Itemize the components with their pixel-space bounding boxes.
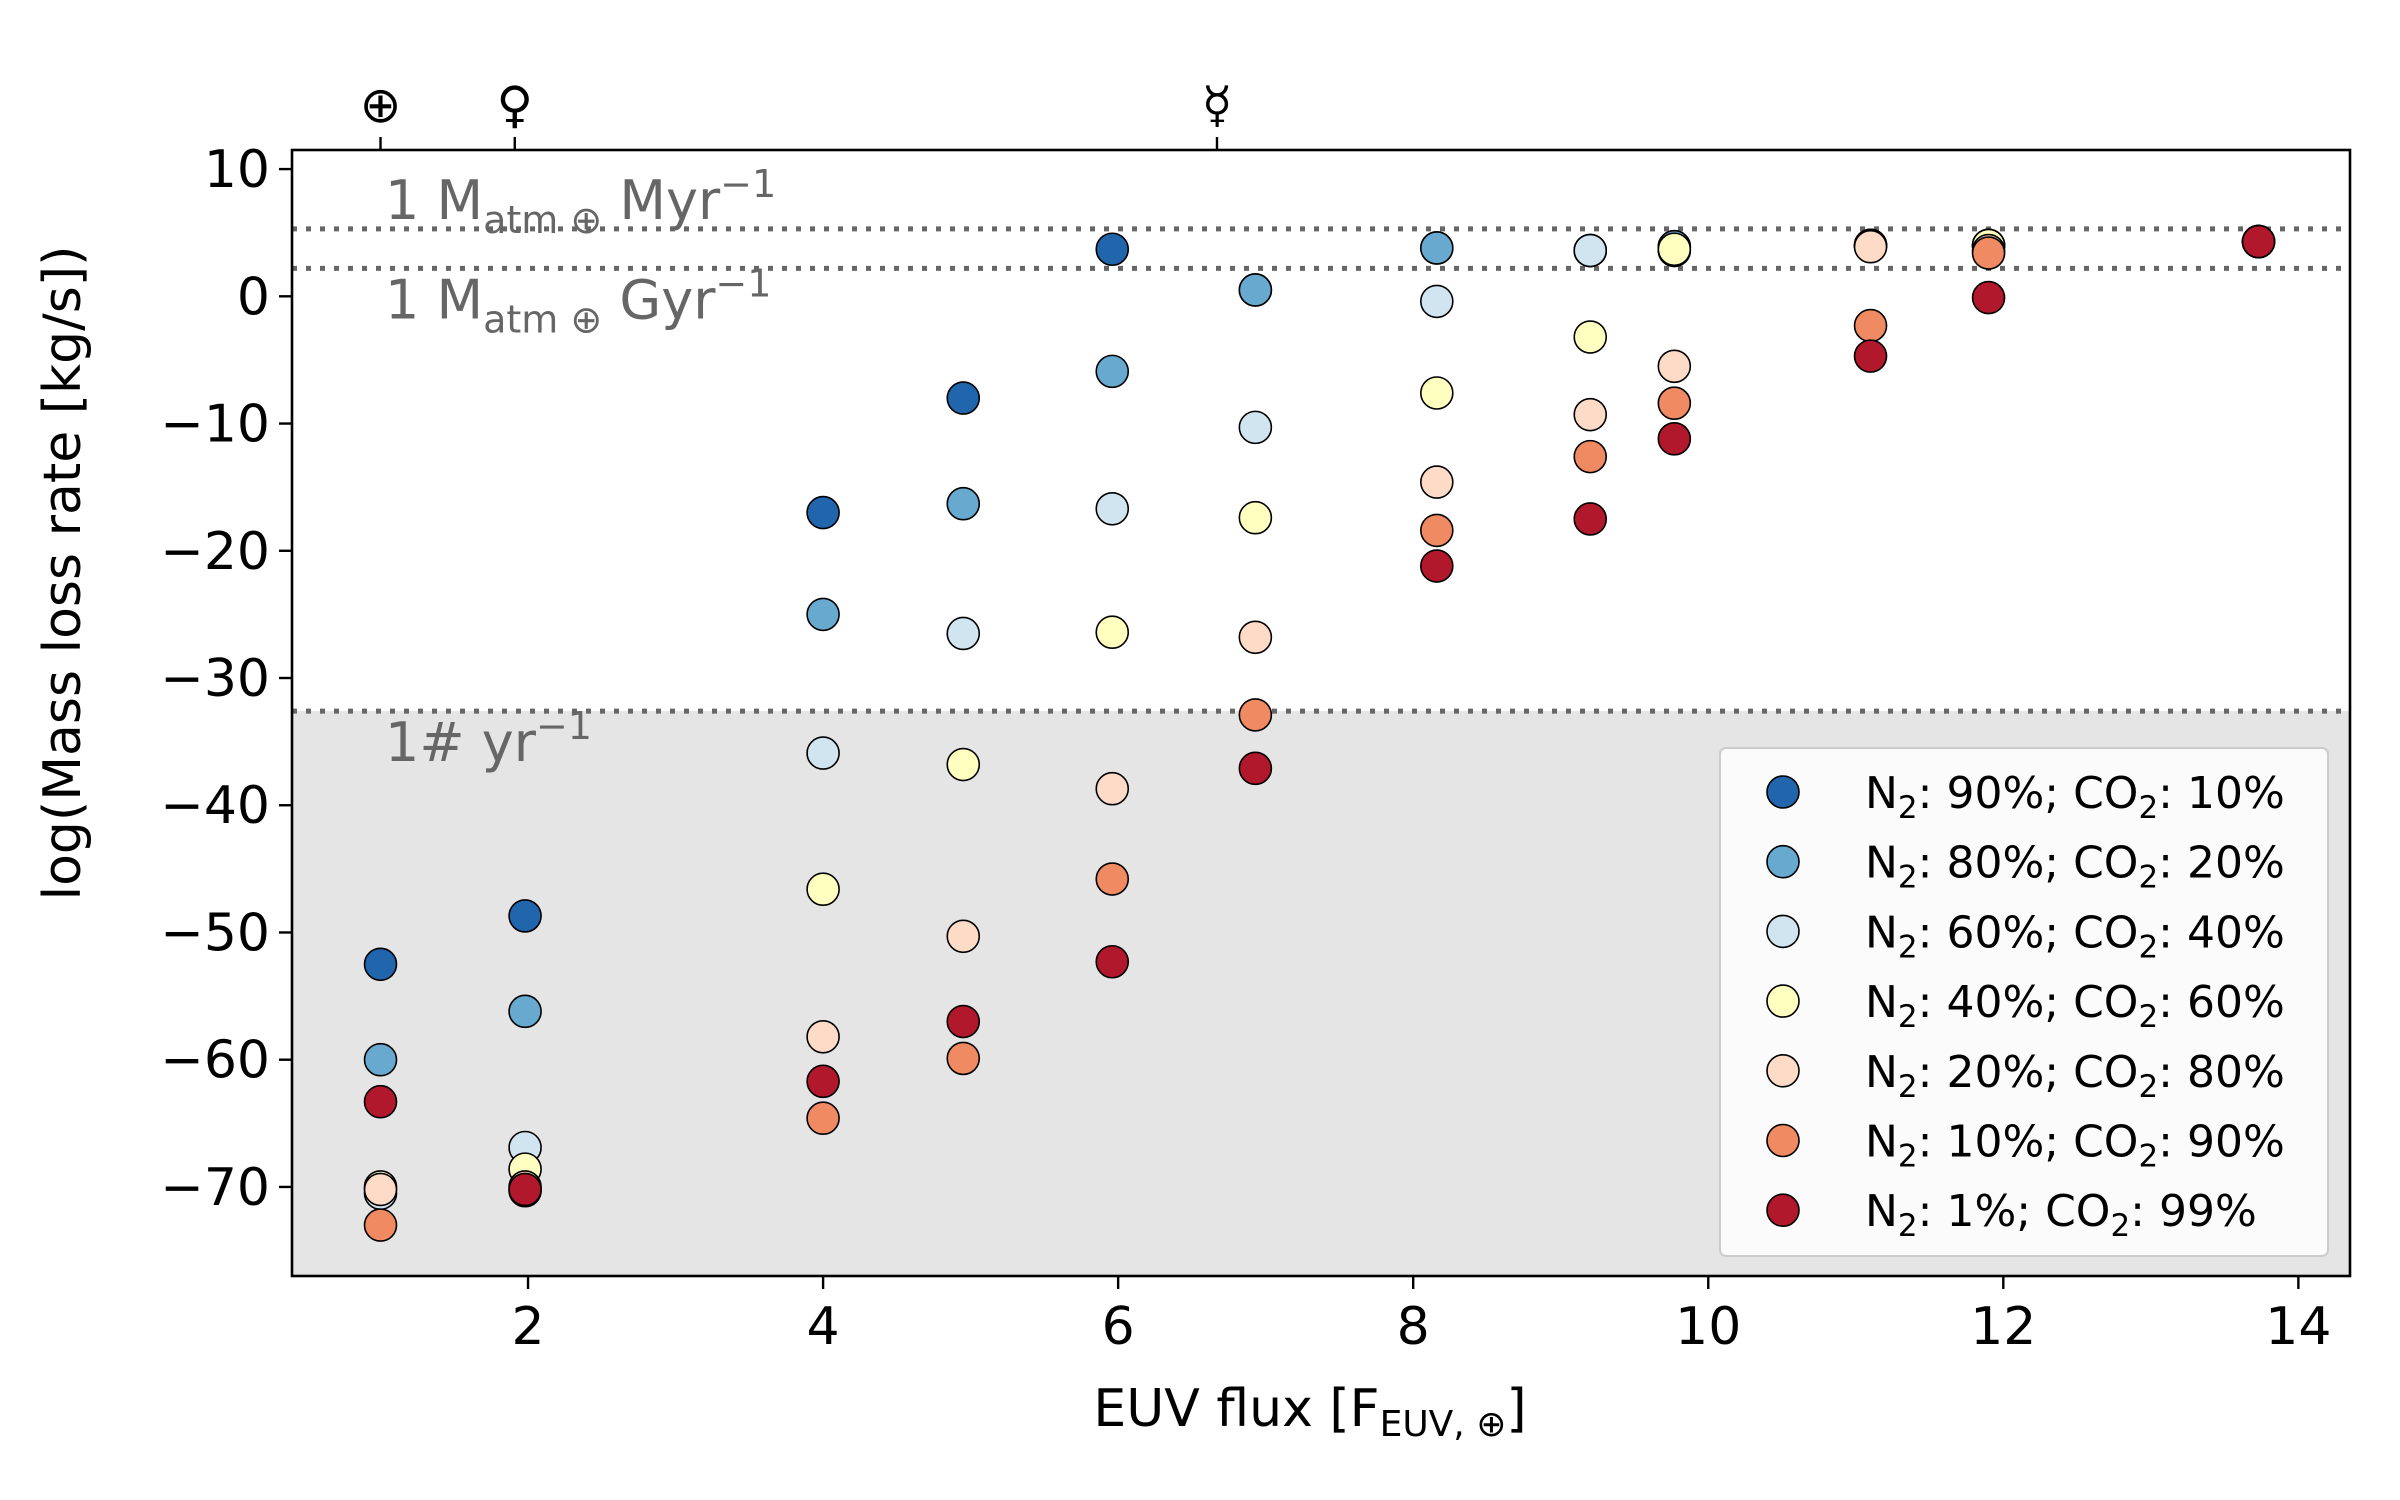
data-point (806, 495, 840, 530)
data-point (1095, 862, 1130, 896)
data-point (806, 872, 840, 907)
legend-entry-label: N2: 10%; CO2: 90% (1865, 1117, 2285, 1175)
legend-entry-label: N2: 1%; CO2: 99% (1865, 1186, 2257, 1244)
y-tick-label: 10 (204, 140, 270, 200)
y-tick-label: −60 (160, 1031, 270, 1091)
y-tick-label: −30 (160, 649, 270, 709)
x-tick-label: 4 (807, 1297, 840, 1357)
data-point (363, 1208, 398, 1242)
data-point (508, 899, 542, 933)
legend-marker (1766, 775, 1800, 809)
data-point (946, 381, 981, 415)
x-axis-label: EUV flux [FEUV, ⊕] (1093, 1379, 1526, 1445)
data-point (946, 919, 981, 954)
data-point (1657, 422, 1692, 456)
data-point (806, 1020, 840, 1054)
x-tick-label: 2 (511, 1297, 544, 1357)
data-point (1853, 339, 1888, 373)
data-point (1238, 410, 1273, 445)
data-point (1573, 233, 1608, 268)
legend-marker (1766, 1193, 1800, 1227)
data-point (946, 616, 981, 651)
data-point (1095, 615, 1130, 650)
data-point (363, 1172, 398, 1207)
data-point (1420, 231, 1454, 265)
legend-marker (1766, 914, 1800, 949)
legend-box (1719, 747, 2329, 1257)
data-point (1573, 502, 1608, 536)
legend-marker (1766, 1123, 1800, 1158)
data-point (2241, 224, 2276, 259)
data-point (1420, 549, 1454, 583)
data-point (806, 1101, 840, 1136)
x-tick-label: 12 (1970, 1297, 2036, 1357)
planet-symbol-mercury: ☿ (1202, 76, 1233, 134)
legend-entry-label: N2: 20%; CO2: 80% (1865, 1047, 2285, 1105)
planet-symbol-earth: ⊕ (360, 76, 402, 134)
data-point (363, 947, 398, 982)
data-point (1573, 320, 1608, 354)
data-point (806, 1064, 840, 1099)
x-tick-label: 14 (2265, 1297, 2331, 1357)
data-point (1420, 284, 1454, 319)
data-point (1238, 751, 1273, 786)
x-tick-label: 6 (1102, 1297, 1135, 1357)
data-point (946, 1004, 981, 1039)
y-tick-label: −10 (160, 395, 270, 455)
data-point (1573, 439, 1608, 474)
data-point (1238, 273, 1273, 307)
legend-entry-label: N2: 90%; CO2: 10% (1865, 768, 2285, 826)
data-point (806, 597, 840, 632)
data-point (1657, 232, 1692, 267)
x-tick-label: 8 (1397, 1297, 1430, 1357)
data-point (806, 736, 840, 770)
data-point (946, 747, 981, 782)
legend-marker (1766, 984, 1800, 1018)
data-point (1420, 513, 1454, 548)
data-point (1420, 465, 1454, 499)
data-point (1853, 308, 1888, 343)
data-point (1657, 386, 1692, 420)
reference-line-label: 1# yr−1 (385, 704, 592, 774)
y-tick-label: 0 (237, 267, 270, 327)
reference-line-label: 1 Matm ⊕ Myr−1 (385, 162, 776, 242)
data-point (1853, 229, 1888, 264)
legend-entry-label: N2: 40%; CO2: 60% (1865, 977, 2285, 1035)
legend-entry-label: N2: 60%; CO2: 40% (1865, 907, 2285, 965)
data-point (1095, 944, 1130, 979)
legend-marker (1766, 1054, 1800, 1088)
data-point (1238, 698, 1273, 732)
data-point (1573, 397, 1608, 432)
data-point (1095, 232, 1130, 267)
data-point (1971, 280, 2006, 315)
y-tick-label: −20 (160, 522, 270, 582)
legend-entry-label: N2: 80%; CO2: 20% (1865, 838, 2285, 896)
y-tick-label: −70 (160, 1158, 270, 1218)
data-point (946, 486, 981, 521)
data-point (1657, 349, 1692, 384)
plot-frame (290, 148, 2352, 1278)
data-point (508, 994, 542, 1029)
data-point (1238, 500, 1273, 535)
planet-symbol-venus: ♀ (496, 76, 533, 134)
y-axis-label: log(Mass loss rate [kg/s]) (33, 246, 93, 901)
y-tick-label: −40 (160, 776, 270, 836)
data-point (1971, 236, 2006, 270)
data-point (508, 1172, 542, 1207)
data-point (946, 1041, 981, 1076)
x-tick-label: 10 (1675, 1297, 1741, 1357)
reference-line-label: 1 Matm ⊕ Gyr−1 (385, 261, 771, 341)
data-point (363, 1084, 398, 1119)
legend-marker (1766, 844, 1800, 879)
data-point (1238, 620, 1273, 655)
data-point (1095, 771, 1130, 806)
data-point (1095, 491, 1130, 526)
data-point (1095, 354, 1130, 389)
y-tick-label: −50 (160, 903, 270, 963)
data-point (1420, 376, 1454, 410)
data-point (363, 1042, 398, 1077)
